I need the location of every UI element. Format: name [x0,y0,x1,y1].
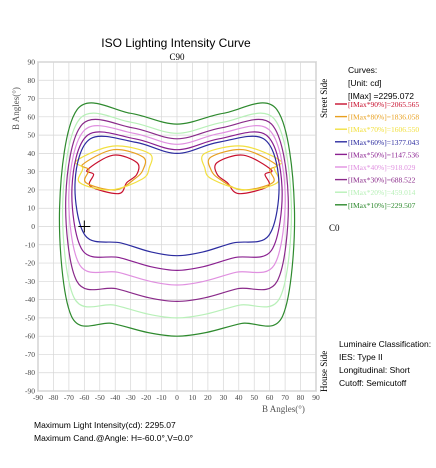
legend-entry: [IMax*40%]=918.029 [348,163,416,172]
y-tick-label: -20 [25,259,35,268]
y-tick-label: -90 [25,387,35,396]
x-tick-label: -50 [95,393,105,402]
c90-label: C90 [169,52,185,62]
y-tick-label: 80 [28,76,36,85]
x-tick-label: -20 [141,393,151,402]
y-tick-label: 60 [28,112,36,121]
legend-entry: [IMax*70%]=1606.550 [348,125,419,134]
y-tick-label: 20 [28,185,36,194]
x-tick-label: 60 [266,393,274,402]
x-tick-label: 0 [175,393,179,402]
x-tick-label: 10 [189,393,197,402]
footer-line: Maximum Light Intensity(cd): 2295.07 [34,420,176,430]
contour-50 [71,131,283,272]
x-tick-label: 40 [235,393,243,402]
y-tick-label: 90 [28,58,36,67]
iso-curves [58,102,296,337]
y-tick-label: -60 [25,332,35,341]
chart-title: ISO Lighting Intensity Curve [101,36,251,50]
legend-entry: [IMax*30%]=688.522 [348,176,416,185]
legend-header-line: Curves: [348,65,377,75]
x-tick-label: 70 [281,393,289,402]
y-axis-label: B Angles(°) [11,87,21,130]
x-tick-label: 50 [250,393,258,402]
footer-info: Maximum Light Intensity(cd): 2295.07 Maxi… [34,420,193,443]
legend-header-line: [IMax] =2295.072 [348,91,414,101]
y-tick-label: 40 [28,149,36,158]
y-tick-label: 50 [28,131,36,140]
c0-label: C0 [329,223,340,233]
contour-40 [68,125,286,286]
y-tick-label: -30 [25,277,35,286]
x-tick-label: -10 [157,393,167,402]
x-tick-label: 80 [297,393,305,402]
legend-header-line: [Unit: cd] [348,78,382,88]
contour-60 [74,135,280,257]
classification-line: IES: Type II [339,352,383,362]
x-tick-label: -90 [33,393,43,402]
y-tick-label: 30 [28,167,36,176]
legend-entry: [IMax*60%]=1377.043 [348,138,419,147]
legend-entry: [IMax*50%]=1147.536 [348,150,419,159]
classification-line: Luminaire Classification: [339,339,431,349]
contour-90-lobe [86,154,140,195]
legend-entry: [IMax*20%]=459.014 [348,188,416,197]
contour-10 [58,102,296,337]
y-tick-label: 10 [28,204,36,213]
x-tick-label: -60 [79,393,89,402]
y-tick-label: 0 [31,222,35,231]
legend: Curves: [Unit: cd] [IMax] =2295.072[IMax*9… [335,65,419,210]
y-tick-label: -80 [25,368,35,377]
x-tick-label: -80 [48,393,58,402]
y-tick-label: -70 [25,350,35,359]
y-tick-label: -50 [25,313,35,322]
y-tick-label: 70 [28,94,36,103]
classification-panel: Luminaire Classification: IES: Type II Lon… [339,339,431,388]
contour-30 [65,118,289,303]
street-side-label: Street Side [319,79,329,118]
x-tick-label: 90 [312,393,320,402]
footer-line: Maximum Cand.@Angle: H=-60.0°,V=0.0° [34,433,193,443]
y-tick-label: -10 [25,240,35,249]
y-tick-label: -40 [25,295,35,304]
contour-80-lobe [207,148,278,191]
classification-line: Longitudinal: Short [339,365,411,375]
legend-entry: [IMax*80%]=1836.058 [348,113,419,122]
contour-70-lobe [201,145,283,191]
legend-entry: [IMax*90%]=2065.565 [348,100,419,109]
x-tick-label: -70 [64,393,74,402]
x-tick-label: 30 [220,393,228,402]
x-tick-label: 20 [204,393,212,402]
contour-20 [61,112,293,319]
contour-70-lobe [74,145,153,191]
x-tick-label: -40 [110,393,120,402]
classification-line: Cutoff: Semicutoff [339,378,407,388]
x-axis-label: B Angles(°) [262,404,305,414]
house-side-label: House Side [319,351,329,392]
legend-entry: [IMax*10%]=229.507 [348,201,416,210]
max-marker-group [78,220,91,233]
x-tick-label: -30 [126,393,136,402]
contour-80-lobe [81,148,147,191]
tick-labels: -90 -80 -70 -60 -50 -40 -30 -20 -10 0 10 20 30 40 50 60… [25,58,320,403]
